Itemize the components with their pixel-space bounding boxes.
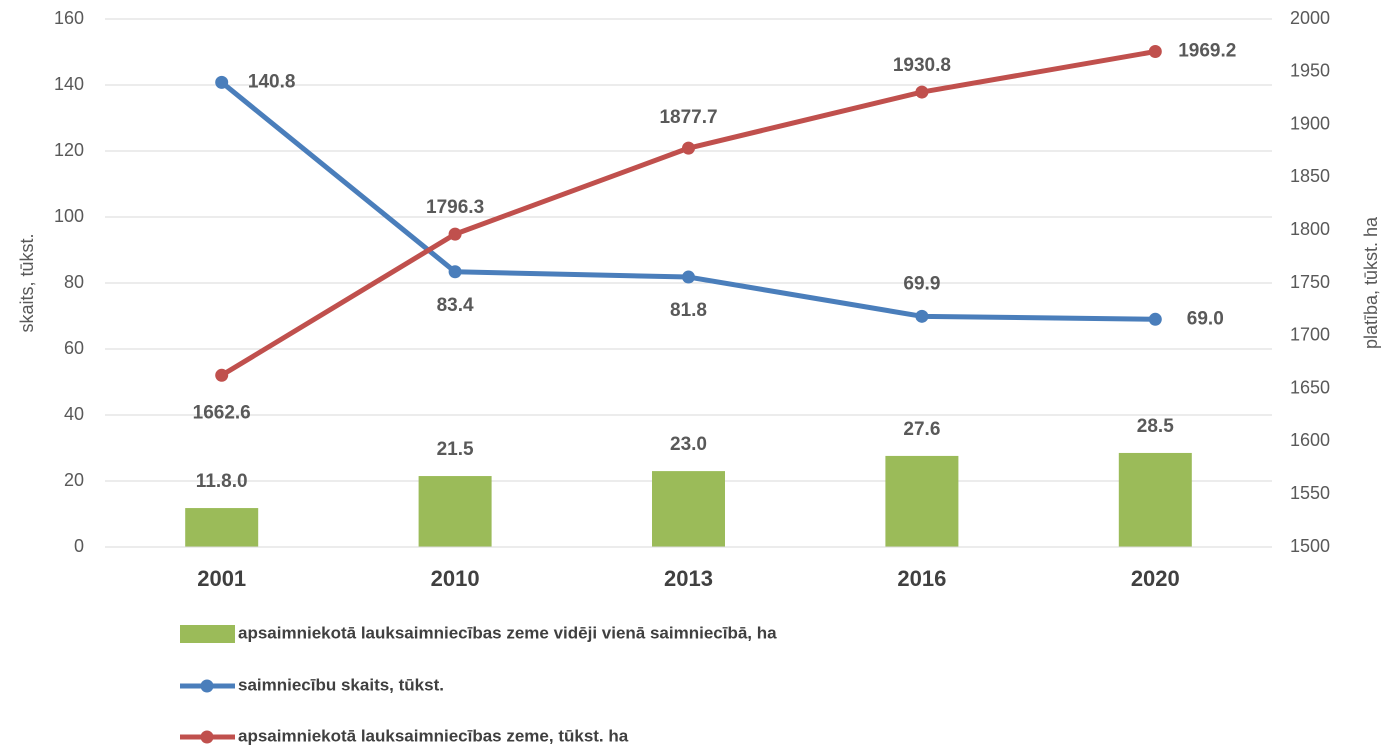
x-tick-label: 2020 <box>1131 566 1180 591</box>
legend-label: apsaimniekotā lauksaimniecības zeme vidē… <box>238 623 777 642</box>
point <box>1148 45 1162 59</box>
bar <box>1118 452 1192 547</box>
x-tick-label: 2016 <box>897 566 946 591</box>
x-tick-label: 2001 <box>197 566 246 591</box>
point <box>915 85 929 99</box>
y-tick-label: 100 <box>54 206 84 226</box>
line <box>220 49 1156 378</box>
data-label: 11.8.0 <box>196 471 248 492</box>
point <box>215 368 229 382</box>
legend-label: apsaimniekotā lauksaimniecības zeme, tūk… <box>238 726 629 745</box>
data-label: 1930.8 <box>893 55 951 76</box>
data-label: 23.0 <box>670 434 707 455</box>
y2-tick-label: 1900 <box>1290 113 1330 133</box>
point <box>448 227 462 241</box>
data-label: 28.5 <box>1137 416 1174 437</box>
legend-swatch <box>200 679 214 693</box>
data-label: 81.8 <box>670 300 707 321</box>
point <box>1148 312 1162 326</box>
y2-tick-label: 1950 <box>1290 61 1330 81</box>
y-tick-label: 160 <box>54 8 84 28</box>
point <box>915 309 929 323</box>
y2-tick-label: 1600 <box>1290 430 1330 450</box>
legend-label: saimniecību skaits, tūkst. <box>238 675 444 694</box>
y2-tick-label: 1750 <box>1290 272 1330 292</box>
data-label: 1877.7 <box>659 107 717 128</box>
bar <box>185 508 259 547</box>
y2-tick-label: 2000 <box>1290 8 1330 28</box>
y2-tick-label: 1800 <box>1290 219 1330 239</box>
y-tick-label: 120 <box>54 140 84 160</box>
point <box>448 265 462 279</box>
bar <box>885 455 959 547</box>
y-tick-label: 80 <box>64 272 84 292</box>
bar <box>418 476 492 547</box>
data-label: 1969.2 <box>1178 41 1236 62</box>
x-tick-label: 2013 <box>664 566 713 591</box>
x-tick-label: 2010 <box>431 566 480 591</box>
y-tick-label: 20 <box>64 470 84 490</box>
legend-swatch <box>200 730 214 744</box>
y2-tick-label: 1850 <box>1290 166 1330 186</box>
point <box>682 270 695 284</box>
data-label: 140.8 <box>248 71 296 92</box>
data-label: 21.5 <box>437 439 474 460</box>
y2-tick-label: 1700 <box>1290 325 1330 345</box>
y2-axis-title: platība, tūkst. ha <box>1361 216 1381 349</box>
data-label: 1662.6 <box>193 402 251 423</box>
y-tick-label: 140 <box>54 74 84 94</box>
data-label: 83.4 <box>437 295 474 316</box>
y2-tick-label: 1500 <box>1290 536 1330 556</box>
y-tick-label: 60 <box>64 338 84 358</box>
point <box>682 141 695 155</box>
data-label: 1796.3 <box>426 197 484 218</box>
data-label: 69.9 <box>903 273 940 294</box>
legend-swatch <box>180 625 235 643</box>
y-axis-title: skaits, tūkst. <box>17 233 37 332</box>
y-tick-label: 0 <box>74 536 84 556</box>
y2-tick-label: 1650 <box>1290 377 1330 397</box>
bar <box>652 471 725 547</box>
data-label: 69.0 <box>1187 308 1224 329</box>
y2-tick-label: 1550 <box>1290 483 1330 503</box>
point <box>215 75 229 89</box>
data-label: 27.6 <box>903 419 940 440</box>
y-tick-label: 40 <box>64 404 84 424</box>
